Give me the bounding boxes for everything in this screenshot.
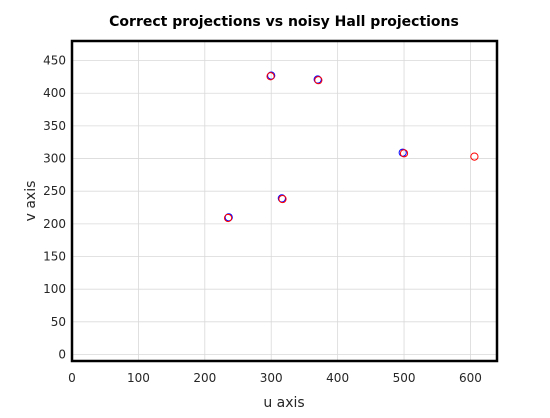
y-tick-label: 350 bbox=[43, 119, 66, 133]
x-tick-label: 500 bbox=[393, 371, 416, 385]
y-tick-label: 400 bbox=[43, 86, 66, 100]
axis-ticks: 0 100 200 300 400 500 600 0 50 100 150 200 250 300 350… bbox=[43, 54, 482, 385]
data-points bbox=[223, 71, 479, 223]
y-tick-label: 50 bbox=[51, 315, 66, 329]
y-axis-label: v axis bbox=[23, 181, 39, 222]
chart-title: Correct projections vs noisy Hall projec… bbox=[109, 14, 459, 30]
x-tick-label: 0 bbox=[68, 371, 76, 385]
y-tick-label: 100 bbox=[43, 282, 66, 296]
data-point bbox=[313, 75, 322, 84]
data-point bbox=[399, 149, 409, 158]
grid bbox=[71, 41, 497, 361]
series-0 bbox=[224, 71, 407, 222]
y-tick-label: 200 bbox=[43, 217, 66, 231]
y-tick-label: 250 bbox=[43, 184, 66, 198]
data-point bbox=[223, 213, 233, 223]
series-1 bbox=[223, 72, 479, 223]
y-tick-label: 300 bbox=[43, 152, 66, 166]
data-point bbox=[278, 194, 287, 204]
data-point bbox=[267, 71, 276, 80]
y-tick-label: 150 bbox=[43, 250, 66, 264]
x-tick-label: 600 bbox=[459, 371, 482, 385]
x-tick-label: 100 bbox=[127, 371, 150, 385]
plot-frame bbox=[70, 39, 499, 363]
x-tick-label: 300 bbox=[260, 371, 283, 385]
data-point bbox=[224, 213, 233, 222]
data-point bbox=[266, 72, 275, 81]
y-tick-label: 450 bbox=[43, 54, 66, 68]
x-tick-label: 200 bbox=[193, 371, 216, 385]
y-tick-label: 0 bbox=[58, 347, 66, 361]
data-point bbox=[314, 76, 323, 85]
x-axis-label: u axis bbox=[263, 395, 304, 411]
data-point bbox=[470, 152, 479, 161]
x-tick-label: 400 bbox=[326, 371, 349, 385]
data-point bbox=[277, 194, 286, 203]
